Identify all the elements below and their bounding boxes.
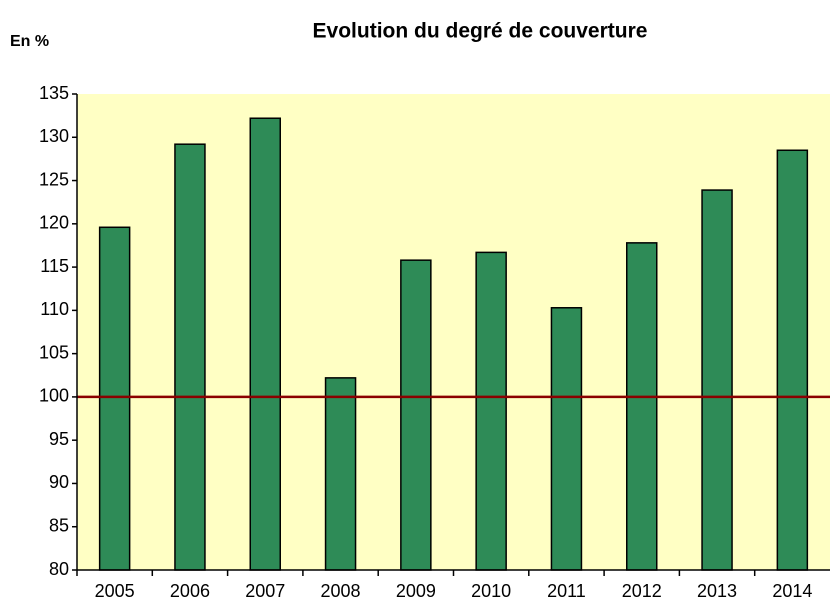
y-tick-label: 130 xyxy=(39,126,69,146)
x-tick-label: 2008 xyxy=(321,581,361,601)
y-tick-label: 95 xyxy=(49,429,69,449)
bar xyxy=(626,242,658,571)
x-tick-label: 2010 xyxy=(471,581,511,601)
x-tick-label: 2006 xyxy=(170,581,210,601)
bar xyxy=(98,226,131,571)
bar xyxy=(550,307,583,571)
bar xyxy=(701,189,733,571)
y-tick-label: 125 xyxy=(39,169,69,189)
x-tick-label: 2011 xyxy=(547,581,586,601)
bar xyxy=(475,251,507,571)
bar xyxy=(324,377,357,571)
y-tick-label: 80 xyxy=(49,559,69,579)
y-tick-label: 105 xyxy=(39,342,69,362)
x-tick-label: 2012 xyxy=(622,581,662,601)
y-tick-label: 135 xyxy=(39,83,69,103)
chart-title: Evolution du degré de couverture xyxy=(313,20,648,43)
y-tick-label: 85 xyxy=(49,515,69,535)
bar xyxy=(249,117,281,571)
bar xyxy=(400,259,432,571)
y-axis-label: En % xyxy=(10,33,49,50)
y-tick-label: 120 xyxy=(39,213,69,233)
y-tick-label: 110 xyxy=(40,299,69,319)
bar xyxy=(776,149,809,571)
x-tick-label: 2007 xyxy=(245,581,285,601)
y-tick-label: 100 xyxy=(39,386,69,406)
x-tick-label: 2014 xyxy=(772,581,812,601)
x-tick-label: 2013 xyxy=(697,581,737,601)
y-tick-label: 90 xyxy=(49,472,69,492)
y-tick-label: 115 xyxy=(40,256,69,276)
x-tick-label: 2009 xyxy=(396,581,436,601)
bar xyxy=(174,143,206,571)
x-tick-label: 2005 xyxy=(95,581,135,601)
